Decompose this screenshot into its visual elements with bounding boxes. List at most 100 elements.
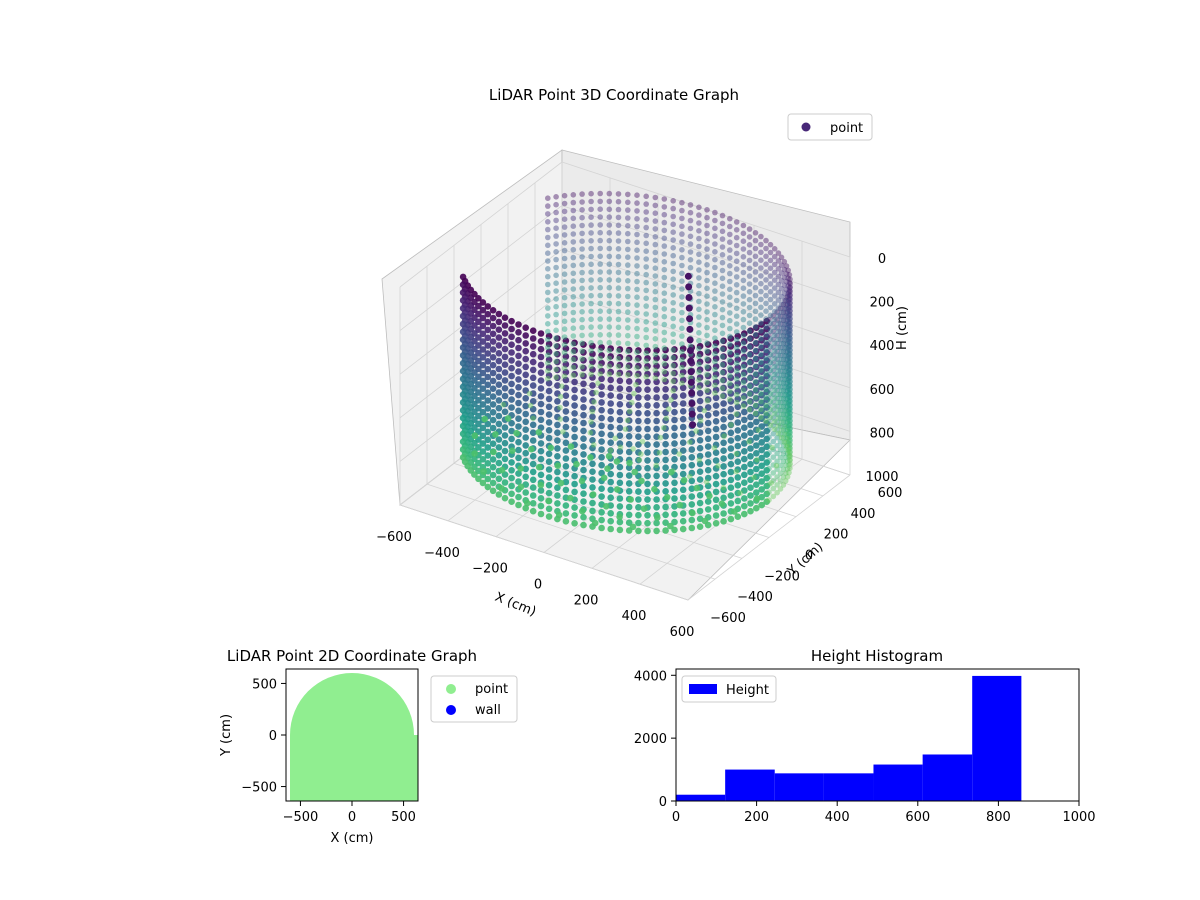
cloud-point: [679, 247, 685, 253]
cloud-point: [758, 320, 764, 326]
cloud-point: [741, 502, 748, 510]
cloud-point: [766, 458, 772, 464]
cloud-point: [653, 504, 660, 511]
cloud-point: [741, 361, 748, 369]
cloud-point: [588, 285, 594, 291]
cloud-point: [522, 473, 529, 481]
cloud-point: [704, 254, 710, 260]
cloud-point: [747, 382, 754, 390]
cloud-point: [607, 392, 614, 399]
cloud-point: [774, 372, 780, 378]
cloud-point: [712, 520, 720, 527]
grid-line-y-floor: [399, 504, 689, 601]
cloud-point: [597, 214, 603, 220]
cloud-point: [634, 310, 640, 316]
cloud-point: [643, 326, 649, 333]
cloud-point: [580, 513, 587, 521]
cloud-point: [627, 496, 634, 503]
cloud-point: [553, 296, 559, 302]
cloud-point: [770, 423, 777, 429]
cloud-point: [537, 495, 545, 502]
cloud-point: [784, 340, 791, 347]
cloud-point: [489, 330, 497, 338]
cloud-point: [740, 277, 747, 284]
cloud-point: [733, 336, 740, 343]
cloud-point: [553, 217, 559, 224]
cloud-point: [479, 377, 487, 385]
cloud-point: [604, 465, 611, 473]
cloud-point: [767, 296, 774, 303]
cloud-point: [704, 262, 710, 268]
cloud-point: [606, 214, 613, 220]
cloud-point: [495, 459, 503, 467]
cloud-point: [727, 382, 735, 390]
cloud-point: [515, 368, 522, 375]
cloud-point: [529, 366, 537, 374]
cloud-point: [545, 250, 551, 256]
cloud-point: [780, 380, 787, 386]
cloud-point: [545, 372, 553, 379]
cloud-point: [616, 416, 624, 424]
cloud-point: [787, 441, 793, 447]
cloud-point: [661, 345, 668, 351]
cloud-point: [747, 429, 754, 437]
cloud-point: [787, 386, 793, 392]
cloud-point: [636, 457, 643, 463]
z-tick-label-3d: 0: [878, 252, 886, 267]
cloud-point: [529, 327, 537, 335]
cloud-point: [679, 525, 687, 533]
cloud-point: [522, 387, 529, 394]
cloud-point: [598, 359, 605, 367]
cloud-point: [704, 214, 710, 221]
cloud-point: [588, 261, 594, 268]
cloud-point: [537, 345, 545, 353]
cloud-point: [553, 201, 559, 208]
cloud-point: [653, 354, 660, 362]
cloud-point: [777, 337, 784, 343]
cloud-point: [561, 294, 568, 301]
cloud-point: [662, 370, 669, 377]
cloud-point: [579, 301, 585, 307]
cloud-point: [570, 199, 577, 206]
cloud-point: [787, 426, 793, 432]
cloud-point: [787, 401, 793, 408]
cloud-point: [508, 341, 515, 349]
cloud-point: [712, 402, 720, 409]
cloud-point: [489, 463, 497, 471]
cloud-point: [635, 496, 642, 503]
cloud-point: [712, 225, 718, 232]
cloud-point: [697, 417, 704, 424]
cloud-point: [685, 304, 693, 312]
cloud-point: [553, 327, 559, 334]
cloud-point: [579, 277, 585, 284]
cloud-point: [625, 332, 631, 339]
cloud-point: [522, 465, 529, 473]
cloud-point: [770, 328, 777, 335]
cloud-point: [667, 522, 674, 530]
cloud-point: [733, 227, 740, 233]
cloud-point: [712, 280, 718, 287]
cloud-point: [529, 398, 537, 405]
cloud-point: [495, 436, 503, 443]
cloud-point: [712, 272, 718, 279]
cloud-point: [781, 258, 788, 265]
cloud-point: [712, 390, 718, 396]
cloud-point: [753, 355, 760, 363]
cloud-point: [752, 387, 759, 393]
cloud-point: [741, 338, 748, 345]
cloud-point: [606, 269, 613, 275]
cloud-point: [741, 471, 748, 479]
cloud-point: [777, 391, 784, 398]
cloud-point: [598, 461, 605, 469]
grid-line-z-back: [561, 161, 851, 258]
cloud-point: [747, 507, 754, 515]
cloud-point: [785, 291, 791, 297]
cloud-point: [589, 366, 596, 374]
cloud-point: [727, 413, 735, 421]
cloud-point: [758, 368, 765, 376]
cloud-point: [704, 309, 710, 315]
cloud-point: [704, 340, 710, 347]
cloud-point: [679, 215, 685, 222]
cloud-point: [615, 316, 622, 323]
cloud-point: [758, 470, 765, 478]
